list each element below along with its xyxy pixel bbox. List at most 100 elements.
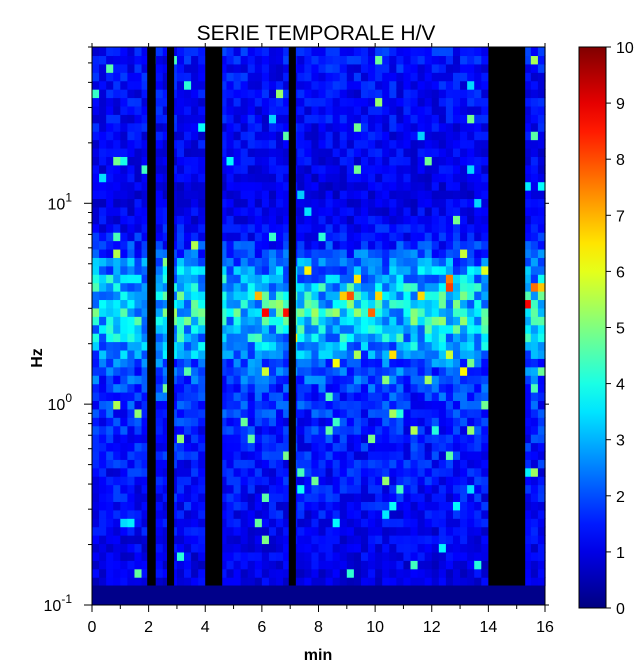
heatmap-cell [304,139,313,149]
heatmap-cell [452,190,461,200]
heatmap-cell [445,349,454,359]
heatmap-cell [360,417,369,427]
heatmap-cell [452,240,461,250]
heatmap-cell [141,307,150,317]
heatmap-cell [311,358,320,368]
heatmap-cell [283,535,291,545]
heatmap-cell [438,425,447,435]
heatmap-cell [113,526,121,536]
heatmap-cell [304,248,313,258]
heatmap-cell [261,434,270,444]
heatmap-cell [460,560,468,570]
heatmap-cell [106,80,114,90]
heatmap-cell [254,206,263,216]
heatmap-cell [141,257,150,267]
heatmap-cell [304,577,313,587]
heatmap-cell [318,408,327,418]
heatmap-cell [460,349,468,359]
heatmap-cell [382,97,390,107]
heatmap-cell [403,223,412,233]
heatmap-cell [474,358,482,368]
heatmap-cell [431,316,440,326]
heatmap-cell [339,467,348,477]
heatmap-cell [283,122,291,132]
heatmap-cell [339,215,348,225]
heatmap-cell [523,324,532,334]
heatmap-cell [134,526,143,536]
heatmap-cell [353,173,362,183]
heatmap-cell [452,147,461,157]
heatmap-cell [219,333,228,343]
heatmap-cell [445,105,454,115]
heatmap-cell [127,509,136,519]
heatmap-cell [467,122,475,132]
heatmap-cell [474,324,482,334]
heatmap-cell [283,333,291,343]
heatmap-cell [431,198,440,208]
heatmap-cell [431,215,440,225]
heatmap-cell [297,139,305,149]
heatmap-cell [396,55,405,65]
heatmap-cell [523,358,532,368]
heatmap-cell [481,467,489,477]
heatmap-cell [318,366,327,376]
heatmap-cell [283,408,291,418]
heatmap-cell [198,63,206,73]
heatmap-cell [134,450,143,460]
heatmap-cell [120,341,128,351]
heatmap-cell [155,190,164,200]
heatmap-cell [474,274,482,284]
heatmap-cell [120,240,128,250]
heatmap-cell [360,551,369,561]
heatmap-cell [176,383,185,393]
heatmap-cell [261,147,270,157]
heatmap-cell [403,501,412,511]
heatmap-cell [162,55,171,65]
heatmap-cell [261,518,270,528]
heatmap-cell [92,274,100,284]
heatmap-cell [375,560,383,570]
heatmap-cell [346,198,355,208]
heatmap-cell [318,518,327,528]
heatmap-cell [396,560,405,570]
heatmap-cell [452,349,461,359]
heatmap-cell [389,501,397,511]
heatmap-cell [226,476,235,486]
heatmap-cell [417,333,426,343]
heatmap-cell [389,476,397,486]
heatmap-cell [162,232,171,242]
heatmap-cell [403,434,412,444]
heatmap-cell [417,164,426,174]
heatmap-cell [403,349,412,359]
heatmap-cell [92,139,100,149]
heatmap-cell [219,324,228,334]
heatmap-cell [318,358,327,368]
heatmap-cell [339,316,348,326]
heatmap-cell [113,518,121,528]
heatmap-cell [191,63,199,73]
heatmap-cell [410,147,419,157]
heatmap-cell [389,97,397,107]
heatmap-cell [162,417,171,427]
heatmap-cell [233,349,242,359]
heatmap-cell [318,156,327,166]
heatmap-cells [92,47,546,605]
heatmap-cell [311,291,320,301]
heatmap-cell [452,358,461,368]
heatmap-cell [233,299,242,309]
heatmap-cell [99,105,107,115]
heatmap-cell [346,501,355,511]
heatmap-cell [120,568,128,578]
heatmap-cell [226,408,235,418]
heatmap-cell [403,316,412,326]
heatmap-cell [431,156,440,166]
heatmap-cell [162,215,171,225]
heatmap-cell [155,425,164,435]
heatmap-cell [332,492,341,502]
heatmap-cell [184,122,192,132]
heatmap-cell [375,274,383,284]
heatmap-cell [240,425,249,435]
heatmap-cell [325,316,334,326]
heatmap-cell [417,190,426,200]
heatmap-cell [339,408,348,418]
